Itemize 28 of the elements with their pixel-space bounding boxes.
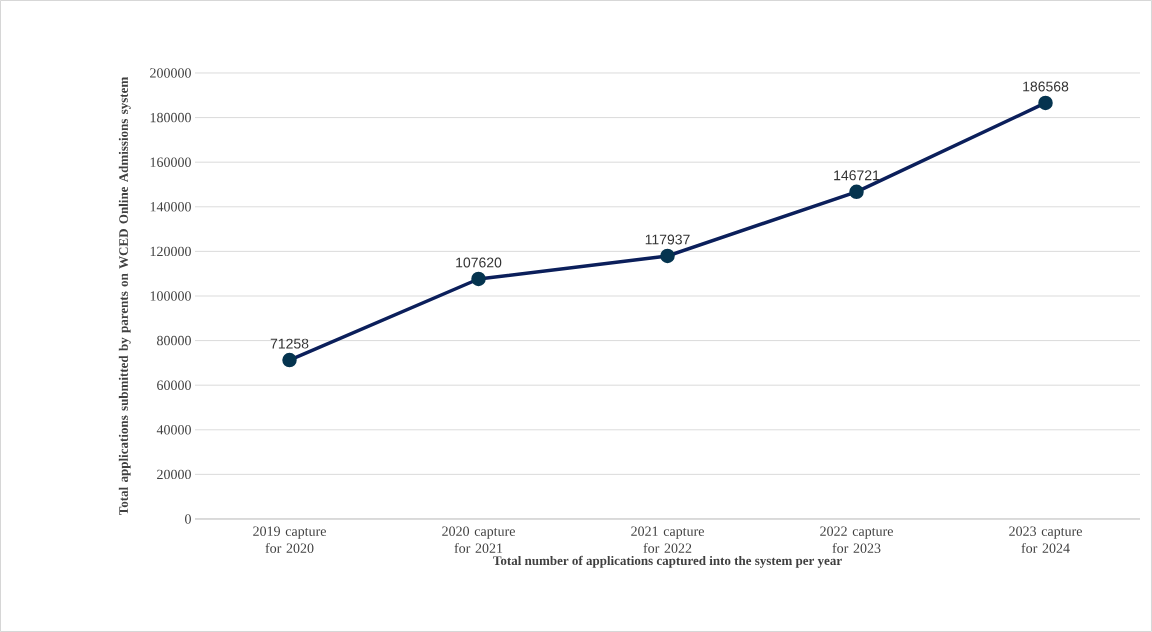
y-tick-label: 120000 (150, 246, 191, 257)
y-tick-label: 100000 (150, 291, 191, 301)
data-label: 186568 (1023, 81, 1069, 92)
y-tick-label: 40000 (156, 425, 191, 435)
point (1038, 95, 1053, 111)
x-tick-label: 2021 capture for 2022 (631, 526, 704, 553)
point (282, 352, 297, 368)
y-tick-label: 140000 (150, 202, 191, 212)
point (471, 271, 486, 287)
y-tick-label: 200000 (150, 68, 191, 78)
y-tick-label: 60000 (157, 380, 191, 390)
data-label: 107620 (456, 257, 502, 268)
x-tick-label: 2019 capture for 2020 (253, 526, 326, 553)
y-axis-title: Total applications submitted by parents on WCED Online Admissions system (118, 77, 131, 516)
point (849, 184, 864, 200)
y-tick-label: 20000 (157, 469, 191, 480)
y-tick-label: 80000 (157, 335, 191, 346)
x-tick-label: 2022 capture for 2023 (820, 526, 893, 553)
point (660, 248, 675, 264)
x-tick-label: 2023 capture for 2024 (1009, 526, 1082, 553)
y-tick-label: 0 (185, 514, 191, 524)
y-tick-label: 160000 (150, 157, 191, 167)
x-axis-title: Total number of applications captured into the system per year (493, 555, 842, 568)
data-label: 117937 (645, 234, 690, 245)
y-tick-label: 180000 (150, 112, 191, 123)
data-label: 146721 (834, 170, 880, 181)
data-label: 71258 (270, 338, 309, 349)
x-tick-label: 2020 capture for 2021 (442, 526, 515, 553)
